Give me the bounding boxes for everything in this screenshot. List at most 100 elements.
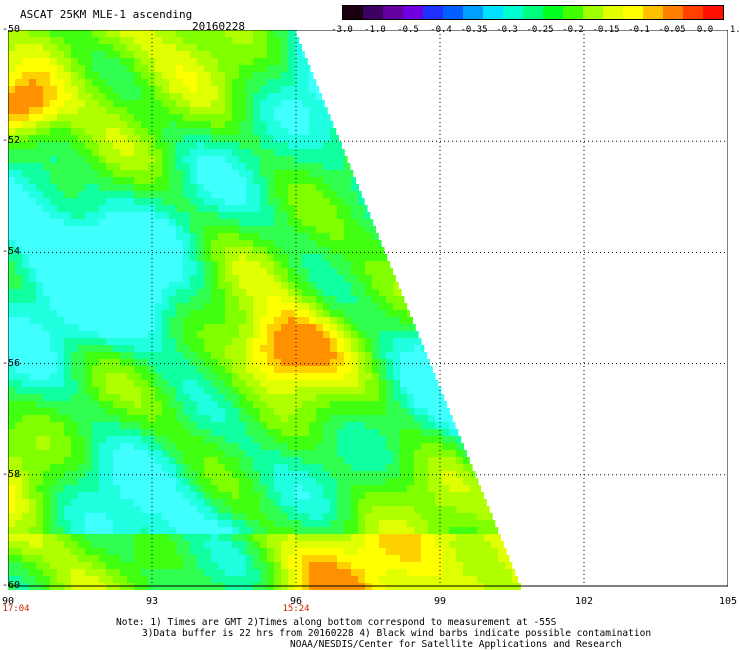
swath-cell <box>211 184 219 192</box>
swath-cell <box>211 191 219 199</box>
swath-cell <box>50 93 58 101</box>
swath-cell <box>337 422 345 430</box>
swath-cell <box>43 142 51 150</box>
swath-cell <box>435 394 443 402</box>
swath-cell <box>29 457 37 465</box>
swath-cell <box>253 205 261 213</box>
swath-cell <box>113 163 121 171</box>
swath-cell <box>456 576 464 584</box>
swath-cell <box>246 408 254 416</box>
swath-cell <box>407 436 415 444</box>
swath-cell <box>337 478 345 486</box>
swath-cell <box>190 436 198 444</box>
swath-cell <box>29 93 37 101</box>
swath-cell <box>36 457 44 465</box>
swath-cell <box>379 310 387 318</box>
swath-cell <box>29 450 37 458</box>
swath-cell <box>442 485 450 493</box>
swath-cell <box>134 191 142 199</box>
swath-cell <box>260 394 268 402</box>
swath-cell <box>134 380 142 388</box>
swath-cell <box>253 338 261 346</box>
swath-cell <box>120 128 128 136</box>
swath-cell <box>78 107 86 115</box>
swath-cell <box>302 527 310 535</box>
swath-cell <box>78 51 86 59</box>
swath-cell <box>337 569 345 577</box>
swath-cell <box>148 576 156 584</box>
swath-cell <box>134 527 142 535</box>
swath-cell <box>274 485 282 493</box>
swath-cell <box>211 303 219 311</box>
swath-cell <box>15 184 23 192</box>
swath-cell <box>281 212 289 220</box>
swath-cell <box>218 233 226 241</box>
swath-cell <box>295 464 303 472</box>
swath-cell <box>393 394 401 402</box>
swath-cell <box>155 394 163 402</box>
swath-cell <box>15 93 23 101</box>
swath-cell <box>120 450 128 458</box>
swath-cell <box>428 520 436 528</box>
swath-cell <box>309 485 317 493</box>
swath-cell <box>477 576 485 584</box>
swath-cell <box>78 275 86 283</box>
swath-cell <box>155 58 163 66</box>
swath-cell <box>267 275 275 283</box>
swath-cell <box>127 44 135 52</box>
swath-cell <box>232 93 240 101</box>
swath-cell <box>113 212 121 220</box>
swath-cell <box>29 149 37 157</box>
note-line-2: 3)Data buffer is 22 hrs from 20160228 4)… <box>142 628 652 639</box>
swath-cell <box>428 562 436 570</box>
swath-cell <box>379 254 387 262</box>
swath-cell <box>155 233 163 241</box>
swath-cell <box>148 240 156 248</box>
swath-cell <box>351 275 359 283</box>
swath-cell <box>330 338 338 346</box>
swath-cell <box>323 135 331 143</box>
swath-cell <box>211 366 219 374</box>
swath-cell <box>120 492 128 500</box>
swath-cell <box>302 534 310 542</box>
swath-cell <box>330 233 338 241</box>
swath-cell <box>288 303 296 311</box>
swath-cell <box>8 457 16 465</box>
swath-cell <box>281 233 289 241</box>
swath-cell <box>239 219 247 227</box>
swath-cell <box>120 268 128 276</box>
swath-cell <box>120 37 128 45</box>
swath-cell <box>225 184 233 192</box>
swath-cell <box>330 170 338 178</box>
swath-cell <box>50 324 58 332</box>
swath-cell <box>267 114 275 122</box>
swath-cell <box>379 345 387 353</box>
swath-cell <box>120 261 128 269</box>
swath-cell <box>64 471 72 479</box>
swath-cell <box>176 65 184 73</box>
swath-cell <box>316 436 324 444</box>
swath-cell <box>281 219 289 227</box>
swath-cell <box>302 58 308 66</box>
swath-cell <box>22 163 30 171</box>
swath-cell <box>15 135 23 143</box>
swath-cell <box>211 142 219 150</box>
swath-cell <box>78 401 86 409</box>
swath-cell <box>428 366 433 374</box>
swath-cell <box>463 569 471 577</box>
swath-cell <box>407 310 411 318</box>
swath-cell <box>190 569 198 577</box>
swath-cell <box>141 240 149 248</box>
swath-cell <box>36 527 44 535</box>
swath-cell <box>288 562 296 570</box>
swath-cell <box>225 135 233 143</box>
swath-cell <box>253 401 261 409</box>
swath-cell <box>239 275 247 283</box>
swath-cell <box>43 198 51 206</box>
swath-cell <box>274 366 282 374</box>
swath-cell <box>71 156 79 164</box>
swath-cell <box>358 282 366 290</box>
swath-cell <box>78 436 86 444</box>
swath-cell <box>337 142 342 150</box>
swath-cell <box>43 261 51 269</box>
